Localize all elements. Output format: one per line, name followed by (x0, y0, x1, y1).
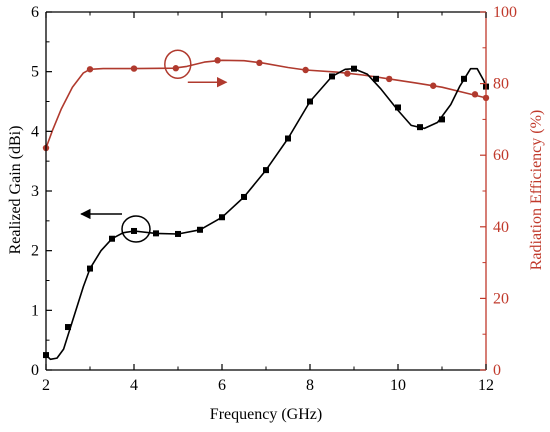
x-tick-label: 6 (218, 377, 226, 394)
gain-marker (417, 124, 423, 131)
x-tick-label: 12 (478, 377, 494, 394)
efficiency-marker (386, 75, 393, 83)
gain-marker (373, 75, 379, 82)
series-group (42, 57, 490, 361)
efficiency-marker (302, 66, 309, 74)
left-y-tick-label: 6 (31, 4, 39, 21)
left-y-tick-label: 1 (31, 302, 39, 319)
efficiency-line (45, 59, 487, 149)
gain-marker (219, 214, 225, 221)
right-y-tick-label: 80 (493, 76, 509, 93)
gain-marker (395, 104, 401, 111)
gain-marker (351, 65, 357, 72)
gain-marker (87, 265, 93, 272)
efficiency-marker (130, 65, 138, 72)
efficiency-marker (86, 66, 94, 73)
gain-marker (439, 116, 445, 123)
efficiency-marker (256, 59, 263, 67)
efficiency-marker (344, 70, 351, 77)
right-y-tick-label: 0 (493, 362, 501, 379)
right-y-tick-label: 20 (493, 290, 509, 307)
gain-annotation-circle (121, 215, 151, 243)
right-y-tick-label: 100 (493, 4, 517, 21)
efficiency-marker (214, 57, 221, 64)
left-y-tick-label: 0 (31, 362, 39, 379)
gain-marker (307, 98, 313, 105)
gain-marker (131, 227, 137, 234)
left-y-axis-title: Realized Gain (dBi) (7, 126, 24, 255)
gain-marker (461, 75, 467, 82)
efficiency-marker (471, 91, 479, 98)
x-tick-label: 10 (390, 377, 406, 394)
gain-marker (175, 230, 181, 237)
x-tick-label: 8 (306, 377, 314, 394)
right-y-axis-title: Radiation Efficiency (%) (528, 110, 545, 271)
gain-marker (153, 230, 159, 237)
gain-marker (263, 167, 269, 174)
gain-marker (285, 135, 291, 142)
annotation-group (80, 49, 228, 243)
right-y-tick-label: 40 (493, 219, 509, 236)
x-tick-label: 2 (42, 377, 50, 394)
efficiency-marker (172, 65, 179, 72)
left-y-tick-label: 2 (31, 243, 39, 260)
right-y-tick-label: 60 (493, 147, 509, 164)
efficiency-annotation-circle (164, 49, 192, 79)
left-y-tick-label: 4 (31, 123, 39, 140)
x-tick-label: 4 (130, 377, 138, 394)
gain-marker (109, 235, 115, 242)
x-axis-title: Frequency (GHz) (210, 406, 322, 423)
left-y-tick-label: 3 (31, 183, 39, 200)
efficiency-marker (430, 82, 437, 89)
gain-marker (197, 226, 203, 233)
gain-marker (329, 73, 335, 80)
gain-marker (65, 324, 71, 331)
gain-marker (241, 193, 247, 200)
left-y-tick-label: 5 (31, 64, 39, 81)
